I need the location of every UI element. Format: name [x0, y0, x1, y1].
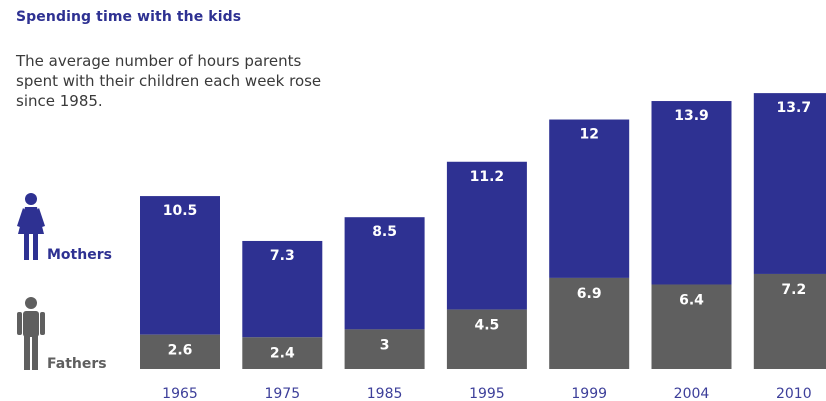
bar-fathers-1999: [549, 277, 630, 369]
x-tick-label-1999: 1999: [571, 386, 607, 401]
bar-mothers-2010: [753, 93, 826, 274]
bar-stack-1975: 7.3 2.4: [242, 240, 323, 369]
bar-fathers-2004: [651, 284, 732, 369]
bar-fathers-1995: [446, 309, 527, 369]
data-label-mothers-1995: 11.2: [470, 169, 505, 185]
legend: Mothers Fathers: [17, 193, 112, 372]
bar-mothers-1965: [140, 196, 220, 335]
man-figure-icon: [17, 297, 45, 370]
data-label-fathers-1995: 4.5: [474, 318, 499, 334]
data-label-fathers-1999: 6.9: [577, 286, 602, 302]
chart-title: Spending time with the kids: [16, 9, 242, 25]
bar-mothers-1999: [549, 119, 630, 278]
bar-fathers-1985: [344, 329, 425, 369]
data-label-fathers-2004: 6.4: [679, 293, 704, 309]
data-label-fathers-1975: 2.4: [270, 345, 295, 361]
data-label-mothers-1975: 7.3: [270, 248, 295, 264]
data-label-mothers-1999: 12: [579, 127, 598, 143]
bar-fathers-1965: [140, 334, 220, 369]
data-label-mothers-2010: 13.7: [777, 100, 812, 116]
bar-stack-2004: 13.9 6.4: [651, 101, 732, 369]
data-label-fathers-2010: 7.2: [781, 282, 806, 298]
bar-stack-1985: 8.53: [344, 217, 425, 369]
x-tick-label-1975: 1975: [264, 386, 300, 401]
bar-stack-1999: 126.9: [549, 119, 630, 369]
data-label-mothers-2004: 13.9: [674, 108, 709, 124]
x-tick-label-1995: 1995: [469, 386, 505, 401]
x-tick-label-2004: 2004: [674, 386, 710, 401]
bar-stack-1965: 10.5 2.6: [140, 196, 220, 369]
x-tick-label-2010: 2010: [776, 386, 812, 401]
bar-mothers-1995: [446, 161, 527, 310]
bar-stack-1995: 11.2 4.5: [446, 161, 527, 369]
legend-mothers-label: Mothers: [47, 247, 112, 263]
bar-mothers-1975: [242, 240, 323, 338]
x-tick-label-1965: 1965: [162, 386, 198, 401]
bar-fathers-1975: [242, 337, 323, 369]
bar-mothers-1985: [344, 217, 425, 330]
x-axis-ticks: 1965 1975 1985 1995 1999 2004 2010: [162, 386, 811, 401]
chart-subtitle: The average number of hours parents spen…: [16, 52, 322, 110]
data-label-fathers-1965: 2.6: [168, 343, 193, 359]
x-tick-label-1985: 1985: [367, 386, 403, 401]
bars-group: 10.52.67.32.48.5311.24.5126.913.96.413.7…: [140, 93, 826, 369]
data-label-fathers-1985: 3: [380, 337, 390, 353]
bar-stack-2010: 13.7 7.2: [753, 93, 826, 369]
bar-mothers-2004: [651, 101, 732, 285]
bar-fathers-2010: [753, 273, 826, 369]
legend-fathers-label: Fathers: [47, 356, 107, 372]
data-label-mothers-1985: 8.5: [372, 224, 397, 240]
data-label-mothers-1965: 10.5: [163, 203, 198, 219]
woman-figure-icon: [17, 193, 45, 260]
